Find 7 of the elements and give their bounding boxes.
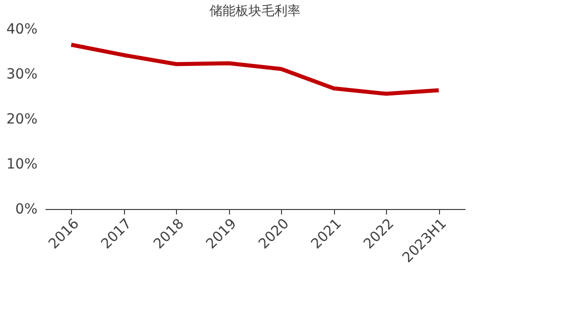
chart-title: 储能板块毛利率 xyxy=(210,3,300,19)
y-tick-label: 10% xyxy=(6,156,38,172)
y-tick-label: 30% xyxy=(6,66,38,82)
y-tick-label: 20% xyxy=(6,112,38,128)
y-tick-label: 0% xyxy=(15,202,38,218)
y-tick-label: 40% xyxy=(6,22,38,38)
line-series xyxy=(69,42,441,96)
